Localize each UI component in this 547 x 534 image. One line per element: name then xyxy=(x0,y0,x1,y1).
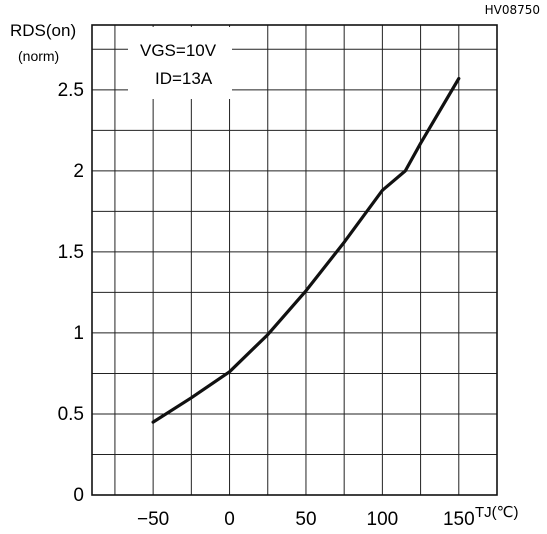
plot-frame xyxy=(91,24,498,496)
y-tick-label: 2 xyxy=(73,161,84,182)
x-tick-label: 0 xyxy=(224,509,235,530)
annotation-id: ID=13A xyxy=(155,69,213,88)
y-tick-label: 0.5 xyxy=(58,404,84,425)
x-tick-label: 150 xyxy=(443,509,475,530)
series-line xyxy=(151,76,461,424)
figure-id: HV08750 xyxy=(485,3,540,17)
x-tick-label: −50 xyxy=(137,509,169,530)
y-axis-label: RDS(on) xyxy=(10,21,76,40)
x-axis-label: TJ(℃) xyxy=(475,504,519,521)
x-tick-label: 50 xyxy=(295,509,316,530)
series-layer xyxy=(151,76,461,424)
y-tick-label: 0 xyxy=(73,485,84,506)
y-axis-label-sub: (norm) xyxy=(18,48,59,64)
y-tick-label: 2.5 xyxy=(58,80,84,101)
x-tick-label: 100 xyxy=(367,509,399,530)
y-tick-label: 1 xyxy=(73,323,84,344)
tick-labels: −50 0 50 100 150 0 0.5 1 1.5 2 2.5 xyxy=(58,80,475,530)
annotation-box xyxy=(128,27,232,99)
grid xyxy=(92,25,497,495)
annotation-vgs: VGS=10V xyxy=(140,41,217,60)
y-tick-label: 1.5 xyxy=(58,242,84,263)
